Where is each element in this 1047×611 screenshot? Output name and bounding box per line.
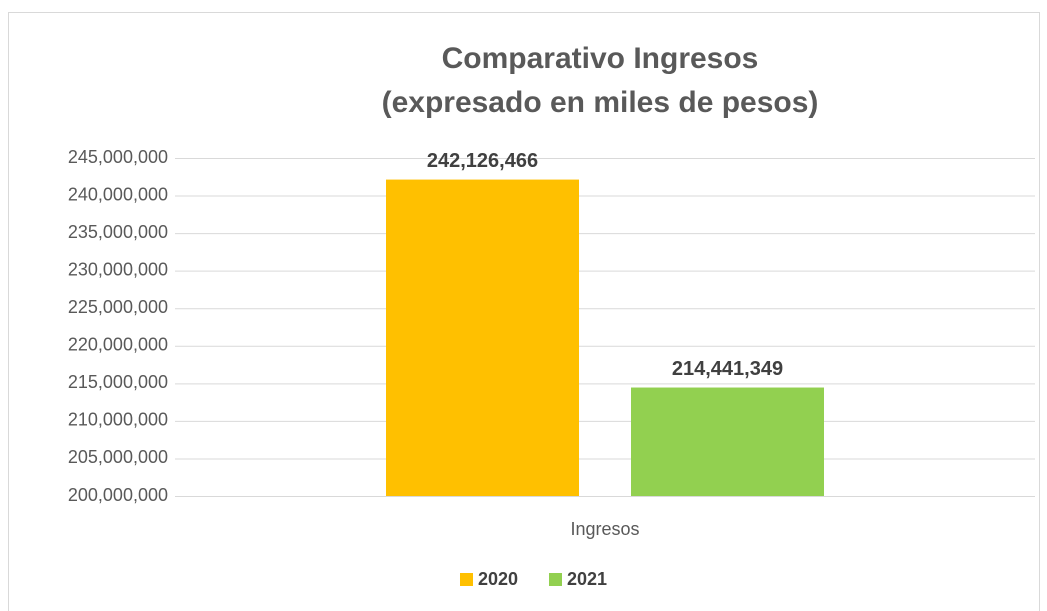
- y-tick-label: 245,000,000: [68, 147, 168, 167]
- y-tick-label: 230,000,000: [68, 259, 168, 279]
- y-tick-label: 200,000,000: [68, 485, 168, 505]
- legend-label: 2021: [567, 569, 607, 589]
- chart-title: Comparativo Ingresos: [442, 42, 759, 75]
- legend-swatch: [549, 573, 562, 586]
- y-tick-label: 215,000,000: [68, 372, 168, 392]
- y-tick-label: 235,000,000: [68, 222, 168, 242]
- value-label: 242,126,466: [427, 150, 538, 172]
- y-tick-label: 240,000,000: [68, 184, 168, 204]
- y-tick-label: 205,000,000: [68, 447, 168, 467]
- legend-swatch: [460, 573, 473, 586]
- bar: [386, 179, 579, 496]
- y-tick-label: 225,000,000: [68, 297, 168, 317]
- bar: [631, 387, 824, 496]
- y-tick-label: 220,000,000: [68, 335, 168, 355]
- y-tick-label: 210,000,000: [68, 410, 168, 430]
- x-tick-label: Ingresos: [570, 519, 639, 539]
- value-label: 214,441,349: [672, 358, 783, 380]
- legend-label: 2020: [478, 569, 518, 589]
- chart-title: (expresado en miles de pesos): [382, 86, 819, 119]
